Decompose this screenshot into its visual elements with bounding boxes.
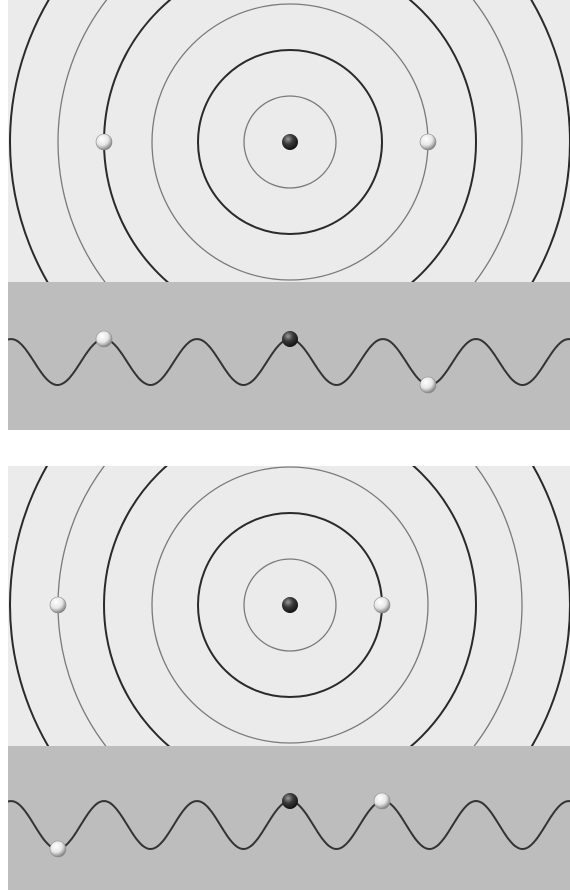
test-ball-left-icon [95,330,113,348]
source-ball-icon [282,597,298,613]
source-ball-icon [282,331,298,347]
side-view-background [8,282,570,430]
ring [243,558,337,652]
source-ball-icon [282,134,298,150]
test-ball-left-icon [49,840,67,858]
ring [151,466,429,744]
panel-2 [8,466,570,890]
test-ball-left-icon [95,133,113,151]
side-view-background [8,746,570,890]
ring [9,0,570,282]
test-ball-right-icon [419,133,437,151]
test-ball-left-icon [49,596,67,614]
ring [57,0,523,282]
source-ball-icon [282,793,298,809]
ring [197,49,383,235]
ring [243,95,337,189]
test-ball-right-icon [373,596,391,614]
ring [9,466,570,746]
test-ball-right-icon [373,792,391,810]
test-ball-right-icon [419,376,437,394]
ring [103,466,477,746]
panel-1 [8,0,570,430]
